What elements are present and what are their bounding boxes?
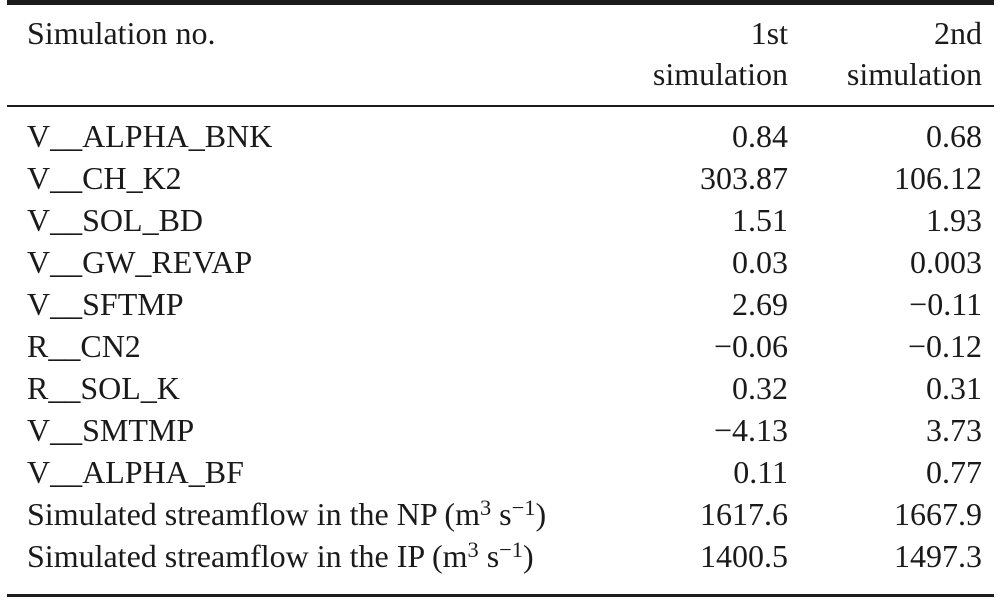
sim2-value-cell: 3.73 bbox=[926, 412, 982, 448]
sim1-value-cell: −4.13 bbox=[713, 412, 788, 448]
col-header-1st-line1: 1st bbox=[750, 15, 788, 51]
parameter-table: Simulation no. 1st simulation 2nd simula… bbox=[7, 0, 994, 597]
sim1-value-cell: 0.03 bbox=[732, 244, 788, 280]
table-row: V__ALPHA_BNK 0.84 0.68 bbox=[7, 106, 994, 157]
sim1-value-cell: 303.87 bbox=[700, 160, 788, 196]
col-header-simulation-no: Simulation no. bbox=[7, 2, 622, 107]
sim1-value-cell: 1617.6 bbox=[700, 496, 788, 532]
sim1-value-cell: 1400.5 bbox=[700, 538, 788, 574]
header-row: Simulation no. 1st simulation 2nd simula… bbox=[7, 2, 994, 107]
sim2-value-cell: 0.31 bbox=[926, 370, 982, 406]
sim2-value-cell: −0.12 bbox=[907, 328, 982, 364]
parameter-name-cell: R__CN2 bbox=[27, 328, 141, 364]
table-row: V__CH_K2 303.87 106.12 bbox=[7, 157, 994, 199]
sim1-value-cell: 0.32 bbox=[732, 370, 788, 406]
table-row: R__SOL_K 0.32 0.31 bbox=[7, 367, 994, 409]
col-header-2nd-line1: 2nd bbox=[934, 15, 982, 51]
col-header-2nd-line2: simulation bbox=[846, 56, 982, 92]
table-row: Simulated streamflow in the IP (m3 s−1) 1… bbox=[7, 535, 994, 596]
sim1-value-cell: 2.69 bbox=[732, 286, 788, 322]
parameter-name-cell: V__ALPHA_BNK bbox=[27, 118, 273, 154]
table-row: V__SFTMP 2.69 −0.11 bbox=[7, 283, 994, 325]
col-header-2nd-simulation: 2nd simulation bbox=[788, 2, 994, 107]
parameter-name-cell: V__SFTMP bbox=[27, 286, 184, 322]
sim2-value-cell: 1497.3 bbox=[894, 538, 982, 574]
table-row: R__CN2 −0.06 −0.12 bbox=[7, 325, 994, 367]
parameter-name-cell: V__ALPHA_BF bbox=[27, 454, 244, 490]
sim2-value-cell: 1.93 bbox=[926, 202, 982, 238]
sim2-value-cell: 0.68 bbox=[926, 118, 982, 154]
sim1-value-cell: 0.11 bbox=[733, 454, 788, 490]
parameter-name-cell: V__SOL_BD bbox=[27, 202, 204, 238]
parameter-name-cell: R__SOL_K bbox=[27, 370, 180, 406]
table-row: V__ALPHA_BF 0.11 0.77 bbox=[7, 451, 994, 493]
col-header-1st-simulation: 1st simulation bbox=[622, 2, 788, 107]
parameter-name-cell: V__CH_K2 bbox=[27, 160, 182, 196]
sim1-value-cell: 0.84 bbox=[732, 118, 788, 154]
table-header: Simulation no. 1st simulation 2nd simula… bbox=[7, 2, 994, 107]
sim2-value-cell: 0.77 bbox=[926, 454, 982, 490]
table-row: V__SMTMP −4.13 3.73 bbox=[7, 409, 994, 451]
sim1-value-cell: 1.51 bbox=[732, 202, 788, 238]
sim2-value-cell: −0.11 bbox=[909, 286, 982, 322]
table-row: Simulated streamflow in the NP (m3 s−1) 1… bbox=[7, 493, 994, 535]
sim2-value-cell: 0.003 bbox=[910, 244, 982, 280]
col-header-simulation-no-label: Simulation no. bbox=[27, 15, 216, 51]
table-row: V__SOL_BD 1.51 1.93 bbox=[7, 199, 994, 241]
parameter-name-cell: Simulated streamflow in the NP (m3 s−1) bbox=[27, 494, 547, 532]
table-body: V__ALPHA_BNK 0.84 0.68 V__CH_K2 303.87 106.12… bbox=[7, 106, 994, 596]
col-header-1st-line2: simulation bbox=[652, 56, 788, 92]
sim2-value-cell: 1667.9 bbox=[894, 496, 982, 532]
sim1-value-cell: −0.06 bbox=[713, 328, 788, 364]
parameter-name-cell: V__GW_REVAP bbox=[27, 244, 253, 280]
parameter-name-cell: Simulated streamflow in the IP (m3 s−1) bbox=[27, 536, 534, 574]
parameter-name-cell: V__SMTMP bbox=[27, 412, 195, 448]
sim2-value-cell: 106.12 bbox=[894, 160, 982, 196]
table-row: V__GW_REVAP 0.03 0.003 bbox=[7, 241, 994, 283]
